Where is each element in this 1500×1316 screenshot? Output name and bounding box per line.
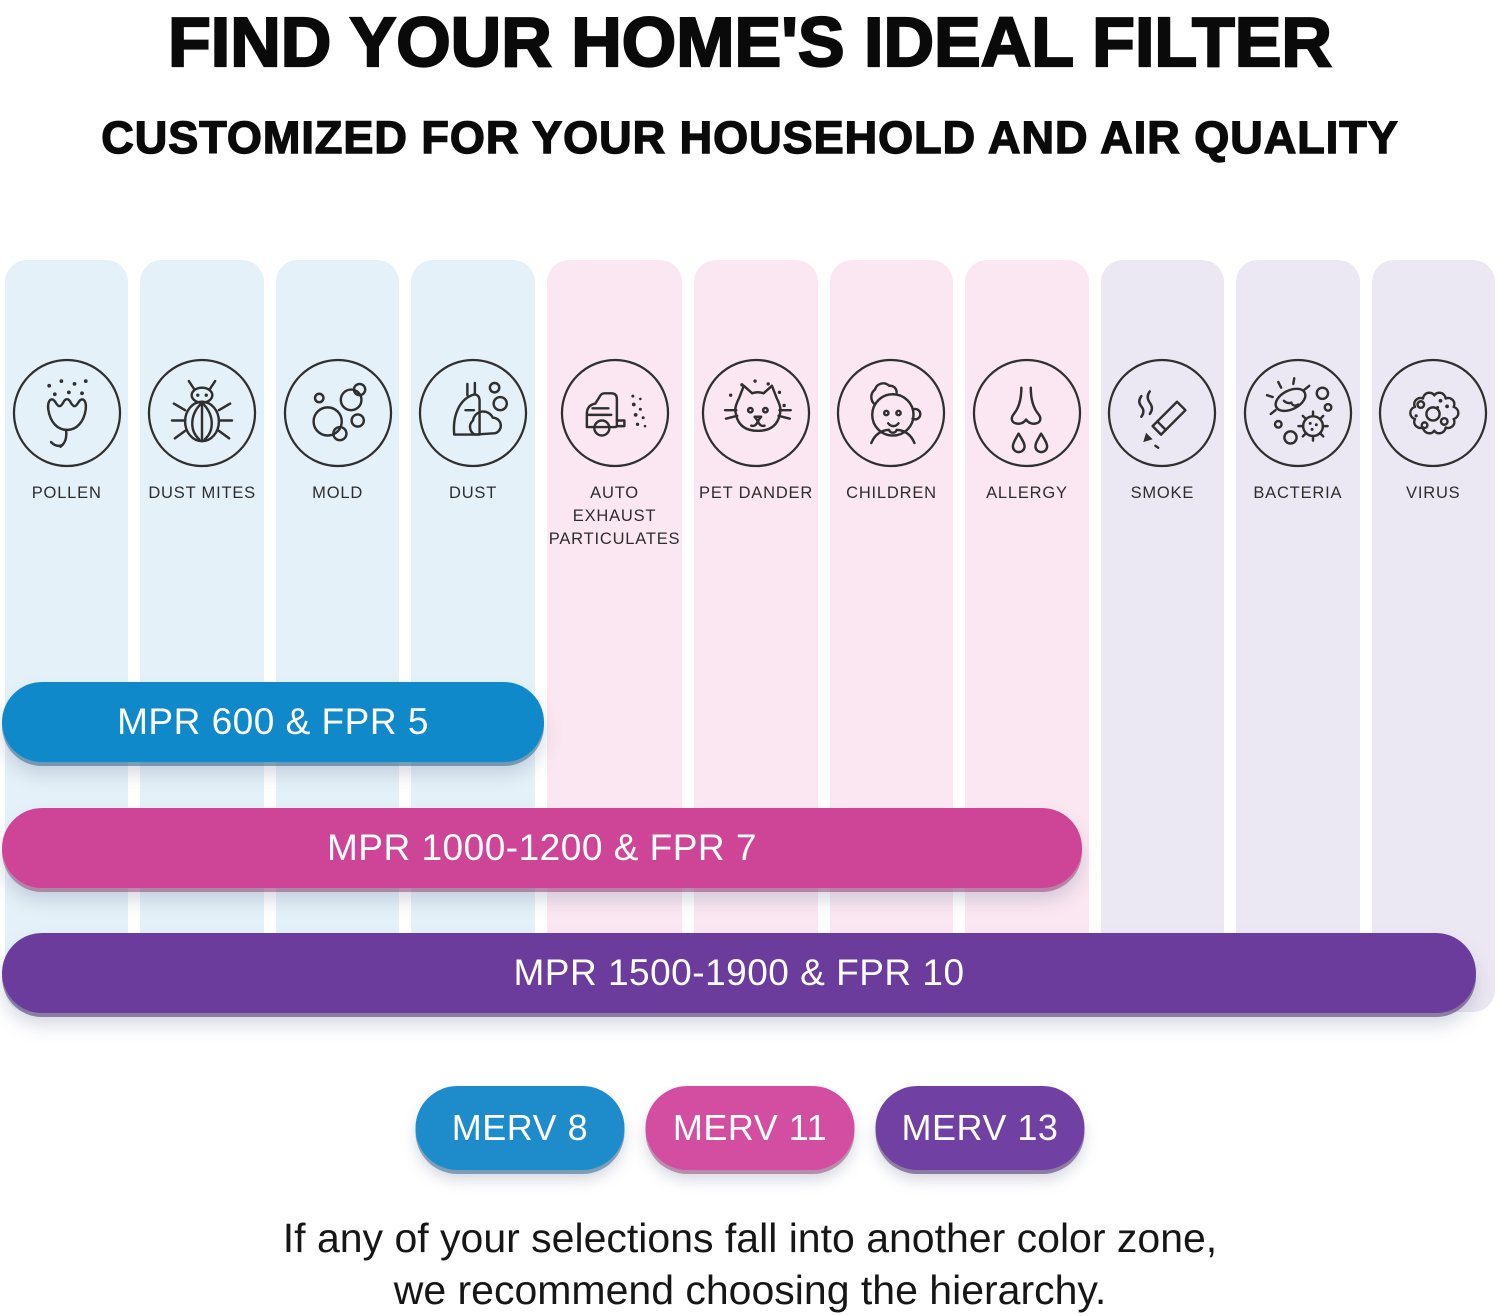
mold-icon (283, 358, 392, 468)
badge-label: MERV 11 (672, 1107, 828, 1148)
badge-label: MERV 13 (901, 1107, 1059, 1148)
footer-line-2: we recommend choosing the hierarchy. (393, 1267, 1107, 1313)
bar-mpr-1500-1900-fpr-10: MPR 1500-1900 & FPR 10 (2, 933, 1476, 1013)
pet-dander-icon (701, 358, 811, 468)
footer-line-1: If any of your selections fall into anot… (282, 1215, 1218, 1261)
page-subtitle: CUSTOMIZED FOR YOUR HOUSEHOLD AND AIR QU… (101, 111, 1399, 163)
column-dust-mites: DUST MITES (140, 260, 264, 1012)
column-mold: MOLD (275, 260, 400, 1012)
column-children: CHILDREN (829, 260, 954, 1012)
bar-label: MPR 1500-1900 & FPR 10 (513, 952, 965, 993)
bar-mpr-600-fpr-5: MPR 600 & FPR 5 (2, 682, 544, 762)
bar-label: MPR 1000-1200 & FPR 7 (326, 827, 758, 868)
merv-badges: MERV 8 MERV 11 MERV 13 (415, 1086, 1085, 1170)
badge-label: MERV 8 (451, 1107, 589, 1148)
column-label: CHILDREN (846, 484, 937, 502)
virus-icon (1379, 358, 1488, 468)
smoke-icon (1108, 358, 1217, 468)
bar-mpr-1000-1200-fpr-7: MPR 1000-1200 & FPR 7 (2, 808, 1082, 888)
column-label: ALLERGY (986, 484, 1068, 502)
auto-exhaust-icon (560, 358, 669, 468)
column-label: PET DANDER (699, 484, 814, 502)
column-label: VIRUS (1406, 484, 1461, 502)
column-pollen: POLLEN (5, 260, 129, 1012)
pollen-icon (12, 358, 121, 468)
dust-mites-icon (148, 358, 257, 468)
column-dust: DUST (411, 260, 535, 1012)
column-label: POLLEN (31, 484, 102, 502)
column-label: MOLD (312, 484, 364, 502)
column-auto-exhaust: AUTO EXHAUST PARTICULATES (546, 260, 683, 1012)
allergy-icon (972, 358, 1082, 468)
column-label: SMOKE (1130, 484, 1195, 502)
page-title: FIND YOUR HOME'S IDEAL FILTER (167, 2, 1333, 82)
column-label: AUTO EXHAUST PARTICULATES (548, 484, 681, 549)
column-label: DUST MITES (148, 484, 256, 502)
footer-note: If any of your selections fall into anot… (0, 1212, 1500, 1316)
badge-merv-8: MERV 8 (415, 1086, 625, 1170)
column-virus: VIRUS (1371, 260, 1495, 1012)
column-smoke: SMOKE (1100, 260, 1225, 1012)
children-icon (837, 358, 946, 468)
bar-label: MPR 600 & FPR 5 (117, 701, 429, 742)
bacteria-icon (1243, 358, 1352, 468)
column-label: DUST (448, 484, 498, 502)
column-pet-dander: PET DANDER (694, 260, 818, 1012)
column-label: BACTERIA (1253, 484, 1343, 502)
badge-merv-13: MERV 13 (875, 1086, 1085, 1170)
column-allergy: ALLERGY (965, 260, 1089, 1012)
contaminant-columns: POLLEN DUST MITES (5, 260, 1495, 1012)
badge-merv-11: MERV 11 (645, 1086, 855, 1170)
column-bacteria: BACTERIA (1236, 260, 1360, 1012)
dust-icon (418, 358, 528, 468)
